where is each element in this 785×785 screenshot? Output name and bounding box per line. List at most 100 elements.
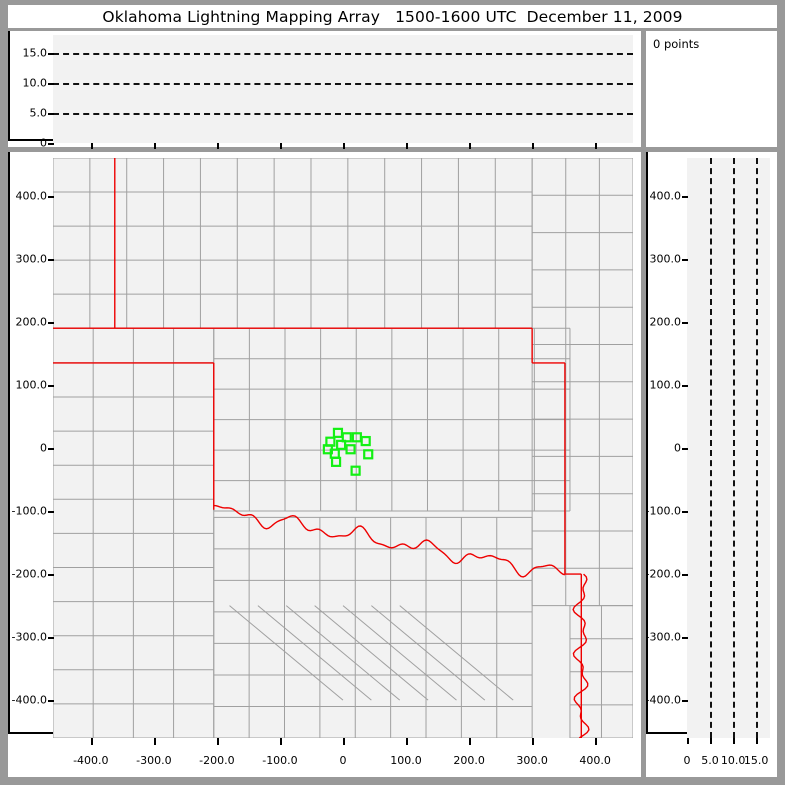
plan-view-map-plot-area[interactable] xyxy=(53,158,633,738)
y-tick-mark xyxy=(682,511,688,513)
y-tick-mark xyxy=(48,113,54,115)
y-tick-mark xyxy=(48,637,54,639)
points-count-panel[interactable]: 0 points xyxy=(646,31,777,147)
y-tick-mark xyxy=(48,143,54,145)
y-tick-mark xyxy=(682,574,688,576)
x-tick-mark xyxy=(710,738,712,744)
x-tick-mark xyxy=(154,143,156,149)
x-tick-mark xyxy=(532,143,534,149)
x-tick-mark xyxy=(91,738,93,745)
gridline-x xyxy=(710,158,712,738)
x-tick-mark xyxy=(91,143,93,149)
y-tick-label: -100.0 xyxy=(646,505,681,518)
y-tick-mark xyxy=(682,196,688,198)
x-tick-label: -100.0 xyxy=(262,754,297,767)
x-tick-mark xyxy=(217,738,219,745)
right-panel-y-axis xyxy=(646,152,648,732)
map-vector-layer xyxy=(53,158,633,738)
altitude-vs-east-panel[interactable]: 05.010.015.0 -400.0-300.0-200.0-100.0010… xyxy=(8,31,641,147)
y-tick-label: -400.0 xyxy=(12,694,47,707)
y-tick-label: -200.0 xyxy=(12,568,47,581)
y-tick-mark xyxy=(682,259,688,261)
y-tick-label: 15.0 xyxy=(23,47,48,60)
lma-station-marker xyxy=(353,433,361,441)
x-tick-mark xyxy=(406,143,408,149)
x-tick-label: 400.0 xyxy=(579,754,611,767)
y-tick-label: 0 xyxy=(674,442,681,455)
points-count-label: 0 points xyxy=(653,37,699,51)
y-tick-mark xyxy=(682,448,688,450)
x-tick-mark xyxy=(406,738,408,745)
title-bar: Oklahoma Lightning Mapping Array 1500-16… xyxy=(8,5,777,28)
lma-station-marker xyxy=(334,429,342,437)
y-tick-mark xyxy=(48,196,54,198)
gridline-x xyxy=(733,158,735,738)
x-tick-label: 300.0 xyxy=(516,754,548,767)
county-line xyxy=(315,606,428,701)
y-tick-mark xyxy=(682,700,688,702)
gridline-x xyxy=(756,158,758,738)
y-tick-mark xyxy=(48,511,54,513)
y-tick-label: 100.0 xyxy=(650,378,682,391)
y-tick-label: 200.0 xyxy=(16,315,48,328)
gridline-y xyxy=(53,53,633,55)
y-tick-mark xyxy=(682,385,688,387)
x-tick-label: -300.0 xyxy=(136,754,171,767)
y-tick-mark xyxy=(48,385,54,387)
x-tick-label: 200.0 xyxy=(453,754,485,767)
lma-station-marker xyxy=(332,458,340,466)
x-tick-mark xyxy=(217,143,219,149)
y-tick-mark xyxy=(48,700,54,702)
x-tick-mark xyxy=(756,738,758,744)
y-tick-label: 0 xyxy=(40,137,47,150)
y-tick-mark xyxy=(48,448,54,450)
lma-station-marker xyxy=(352,467,360,475)
x-tick-label: -400.0 xyxy=(73,754,108,767)
county-line xyxy=(400,606,513,701)
y-tick-label: -400.0 xyxy=(646,694,681,707)
lma-station-marker xyxy=(362,437,370,445)
y-tick-mark xyxy=(48,259,54,261)
y-tick-label: -300.0 xyxy=(12,631,47,644)
gridline-y xyxy=(53,83,633,85)
map-y-axis xyxy=(8,152,10,732)
county-line xyxy=(258,606,371,701)
page-title: Oklahoma Lightning Mapping Array 1500-16… xyxy=(102,8,682,26)
county-line xyxy=(286,606,399,701)
y-tick-mark xyxy=(48,83,54,85)
red-river-state-border xyxy=(214,506,565,577)
y-tick-mark xyxy=(48,53,54,55)
y-tick-label: -100.0 xyxy=(12,505,47,518)
plan-view-map-panel[interactable]: -400.0 -300.0 -200.0 -100.0 0 100.0 200.0 300.0… xyxy=(8,152,641,777)
y-tick-mark xyxy=(48,574,54,576)
x-tick-mark xyxy=(687,738,689,744)
lma-station-marker xyxy=(364,450,372,458)
y-tick-label: 100.0 xyxy=(16,378,48,391)
x-tick-mark xyxy=(595,738,597,745)
y-tick-label: 400.0 xyxy=(16,189,48,202)
x-tick-label: 0 xyxy=(340,754,347,767)
x-tick-mark xyxy=(343,143,345,149)
y-tick-label: 5.0 xyxy=(30,107,48,120)
x-tick-mark xyxy=(469,738,471,745)
gridline-y xyxy=(53,113,633,115)
lma-viewer-window: Oklahoma Lightning Mapping Array 1500-16… xyxy=(0,0,785,785)
x-tick-mark xyxy=(532,738,534,745)
y-tick-label: 300.0 xyxy=(650,252,682,265)
lma-station-markers xyxy=(324,429,372,475)
x-tick-label: 15.0 xyxy=(744,754,769,767)
y-tick-mark xyxy=(682,322,688,324)
y-tick-label: 400.0 xyxy=(650,189,682,202)
y-tick-label: 0 xyxy=(40,442,47,455)
lma-station-marker xyxy=(347,445,355,453)
x-tick-mark xyxy=(469,143,471,149)
x-tick-mark xyxy=(595,143,597,149)
county-line xyxy=(343,606,456,701)
altitude-vs-north-panel[interactable]: -400.0-300.0-200.0-100.00100.0200.0300.0… xyxy=(646,152,777,777)
altitude-vs-east-plot-area[interactable] xyxy=(53,35,633,143)
y-tick-label: 200.0 xyxy=(650,315,682,328)
x-tick-label: 0 xyxy=(684,754,691,767)
x-tick-label: 10.0 xyxy=(721,754,746,767)
x-tick-mark xyxy=(343,738,345,745)
x-tick-label: 100.0 xyxy=(390,754,422,767)
